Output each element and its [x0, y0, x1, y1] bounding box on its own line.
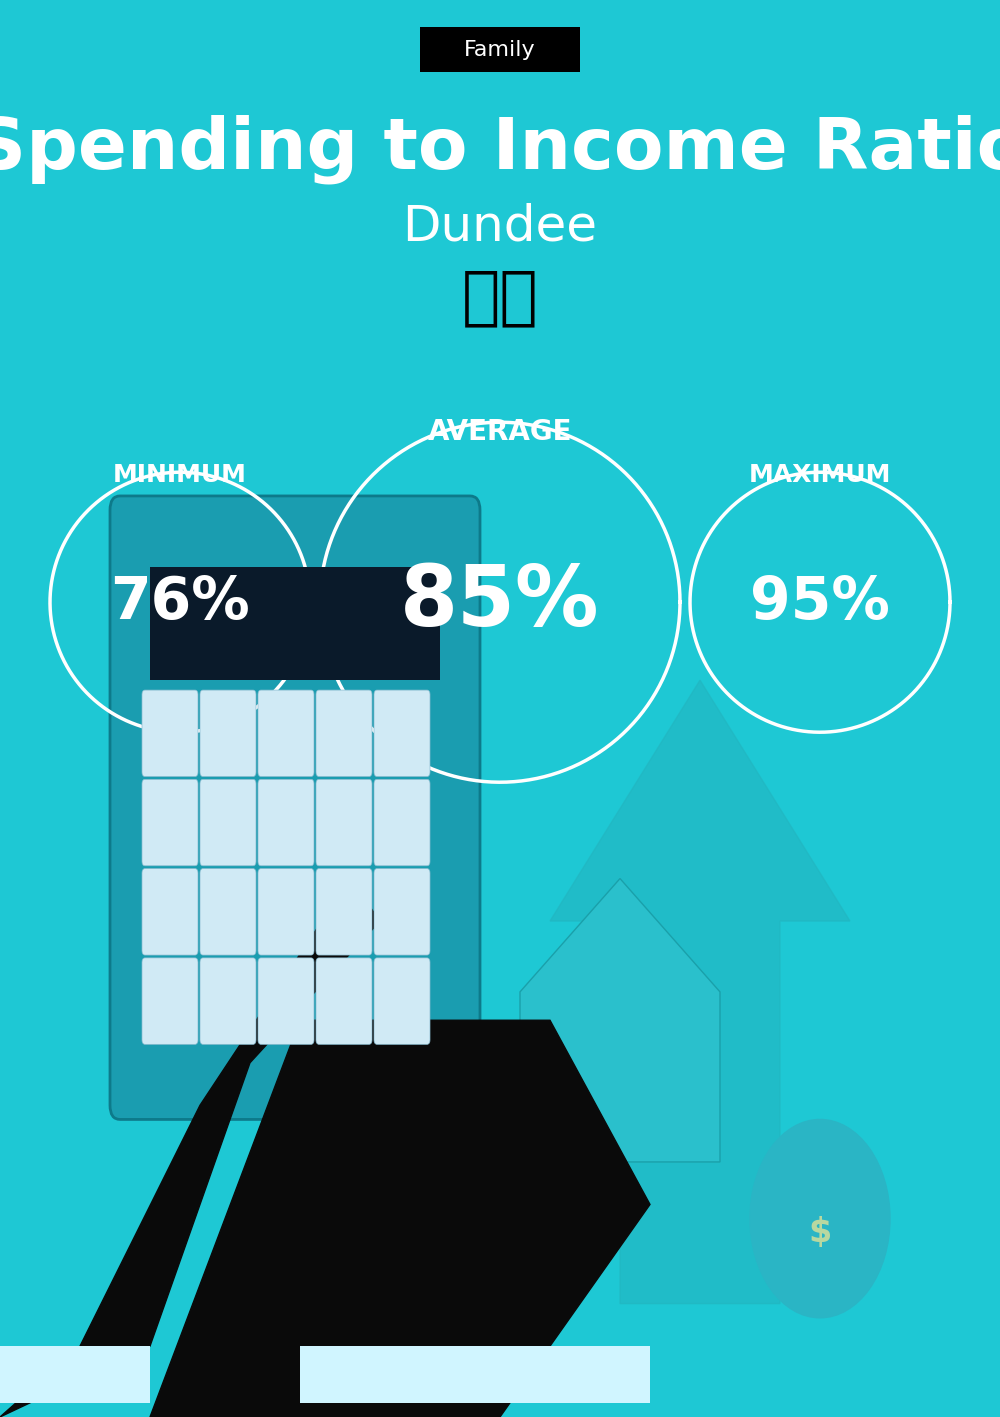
- FancyBboxPatch shape: [374, 779, 430, 866]
- Text: $: $: [808, 1216, 832, 1250]
- Text: 85%: 85%: [400, 561, 600, 643]
- FancyBboxPatch shape: [374, 958, 430, 1044]
- FancyBboxPatch shape: [258, 958, 314, 1044]
- Text: Spending to Income Ratio: Spending to Income Ratio: [0, 113, 1000, 184]
- Polygon shape: [150, 1020, 650, 1417]
- Text: MAXIMUM: MAXIMUM: [749, 463, 891, 486]
- FancyBboxPatch shape: [200, 958, 256, 1044]
- FancyBboxPatch shape: [258, 869, 314, 955]
- FancyBboxPatch shape: [150, 567, 440, 680]
- FancyBboxPatch shape: [258, 779, 314, 866]
- Polygon shape: [550, 680, 850, 1304]
- FancyBboxPatch shape: [258, 690, 314, 777]
- Text: Family: Family: [464, 40, 536, 60]
- FancyBboxPatch shape: [0, 1346, 150, 1403]
- Text: Dundee: Dundee: [402, 203, 598, 251]
- FancyBboxPatch shape: [316, 690, 372, 777]
- FancyBboxPatch shape: [200, 869, 256, 955]
- FancyBboxPatch shape: [142, 779, 198, 866]
- FancyBboxPatch shape: [142, 958, 198, 1044]
- FancyBboxPatch shape: [300, 1346, 650, 1403]
- FancyBboxPatch shape: [200, 779, 256, 866]
- Text: 76%: 76%: [110, 574, 250, 631]
- Polygon shape: [520, 879, 720, 1162]
- FancyBboxPatch shape: [316, 869, 372, 955]
- FancyBboxPatch shape: [142, 690, 198, 777]
- Text: 95%: 95%: [750, 574, 890, 631]
- Text: MINIMUM: MINIMUM: [113, 463, 247, 486]
- FancyBboxPatch shape: [316, 958, 372, 1044]
- FancyBboxPatch shape: [200, 690, 256, 777]
- Circle shape: [750, 1119, 890, 1318]
- FancyBboxPatch shape: [142, 869, 198, 955]
- FancyBboxPatch shape: [374, 690, 430, 777]
- FancyBboxPatch shape: [316, 779, 372, 866]
- FancyBboxPatch shape: [110, 496, 480, 1119]
- Polygon shape: [0, 879, 380, 1417]
- Text: AVERAGE: AVERAGE: [428, 418, 572, 446]
- Text: 🇬🇧: 🇬🇧: [462, 266, 538, 329]
- FancyBboxPatch shape: [374, 869, 430, 955]
- FancyBboxPatch shape: [420, 27, 580, 72]
- Polygon shape: [280, 822, 460, 1247]
